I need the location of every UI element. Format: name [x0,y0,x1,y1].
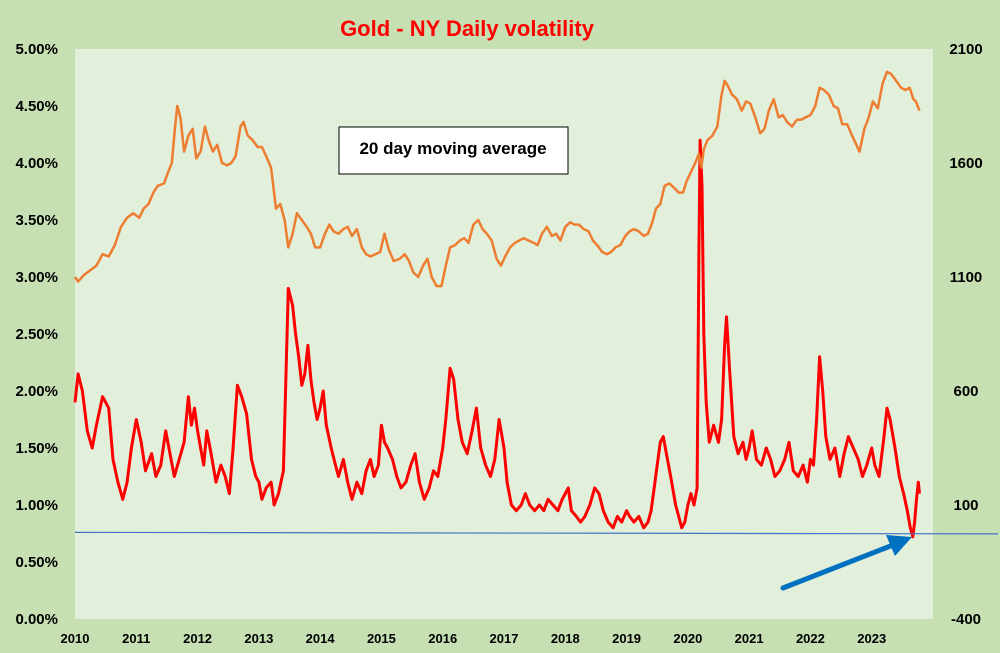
right-tick-label: -400 [951,611,981,628]
x-tick-label: 2011 [122,631,150,646]
left-tick-label: 0.50% [15,554,58,571]
volatility-series-line [73,138,921,539]
x-tick-label: 2022 [796,631,825,646]
x-tick-label: 2018 [551,631,580,646]
x-axis-ticks: 2010 2011 2012 2013 2014 2015 2016 2017 2018 2019… [61,631,887,646]
x-tick-label: 2012 [183,631,212,646]
right-tick-label: 600 [953,383,978,400]
right-tick-label: 1100 [950,269,983,286]
x-tick-label: 2017 [490,631,519,646]
x-tick-label: 2015 [367,631,396,646]
right-tick-label: 2100 [949,41,982,58]
annotation-box-frame [338,126,569,175]
annotation-text: 20 day moving average [359,139,546,158]
arrow-shaft [780,542,896,591]
x-tick-label: 2019 [612,631,641,646]
left-tick-label: 1.50% [15,440,58,457]
arrow-annotation [780,535,912,591]
x-tick-label: 2014 [306,631,336,646]
right-tick-label: 1600 [949,155,982,172]
right-tick-label: 100 [953,497,978,514]
x-tick-label: 2016 [428,631,457,646]
x-tick-label: 2010 [61,631,90,646]
chart-title: Gold - NY Daily volatility [340,16,595,41]
left-axis-ticks: 0.00% 0.50% 1.00% 1.50% 2.00% 2.50% 3.00% 3.50%… [15,41,58,628]
annotation-box: 20 day moving average [338,126,569,175]
threshold-line [74,531,999,535]
left-tick-label: 4.50% [15,98,58,115]
left-tick-label: 3.00% [15,269,58,286]
right-axis-ticks: -400 100 600 1100 1600 2100 [949,41,982,628]
price-series-line [73,70,921,288]
x-tick-label: 2013 [244,631,273,646]
left-tick-label: 1.00% [15,497,58,514]
left-tick-label: 2.00% [15,383,58,400]
x-tick-label: 2023 [857,631,886,646]
left-tick-label: 4.00% [15,155,58,172]
left-tick-label: 3.50% [15,212,58,229]
x-tick-label: 2020 [673,631,702,646]
left-tick-label: 0.00% [15,611,58,628]
x-tick-label: 2021 [735,631,764,646]
left-tick-label: 5.00% [15,41,58,58]
arrow-head [886,535,912,556]
series-layer [73,70,999,539]
left-tick-label: 2.50% [15,326,58,343]
